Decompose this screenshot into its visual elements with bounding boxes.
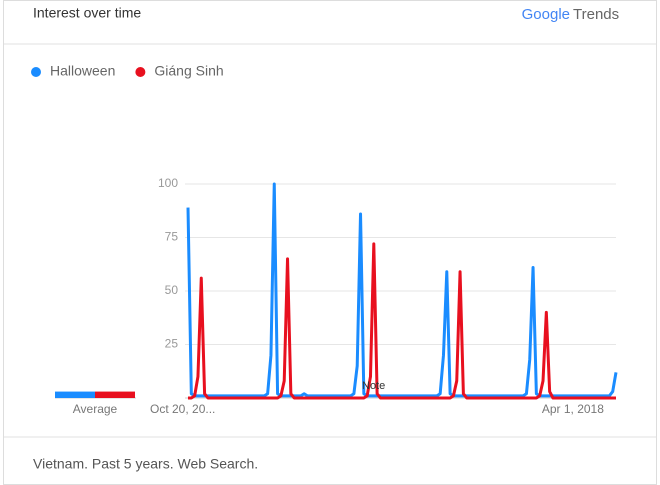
y-tick-label: 50 <box>165 283 179 297</box>
note-annotation[interactable]: Note <box>362 380 385 392</box>
footer-text: Vietnam. Past 5 years. Web Search. <box>33 456 258 472</box>
legend-marker <box>31 67 41 77</box>
average-label: Average <box>73 402 118 416</box>
series-line <box>188 242 616 400</box>
y-tick-label: 25 <box>165 337 179 351</box>
average-bar <box>55 391 95 398</box>
legend-marker <box>135 67 146 77</box>
x-tick-label: Oct 20, 20... <box>150 402 215 416</box>
average-bar <box>95 391 135 398</box>
y-tick-label: 100 <box>158 176 178 190</box>
x-tick-label: Apr 1, 2018 <box>542 402 604 416</box>
y-tick-label: 75 <box>165 230 179 244</box>
series-line <box>186 182 618 398</box>
card-border <box>3 0 657 485</box>
legend-label: Giáng Sinh <box>154 63 223 79</box>
legend-label: Halloween <box>50 63 115 79</box>
card-title: Interest over time <box>33 5 141 21</box>
brand-product: Trends <box>573 6 619 23</box>
brand: Google <box>522 6 570 23</box>
